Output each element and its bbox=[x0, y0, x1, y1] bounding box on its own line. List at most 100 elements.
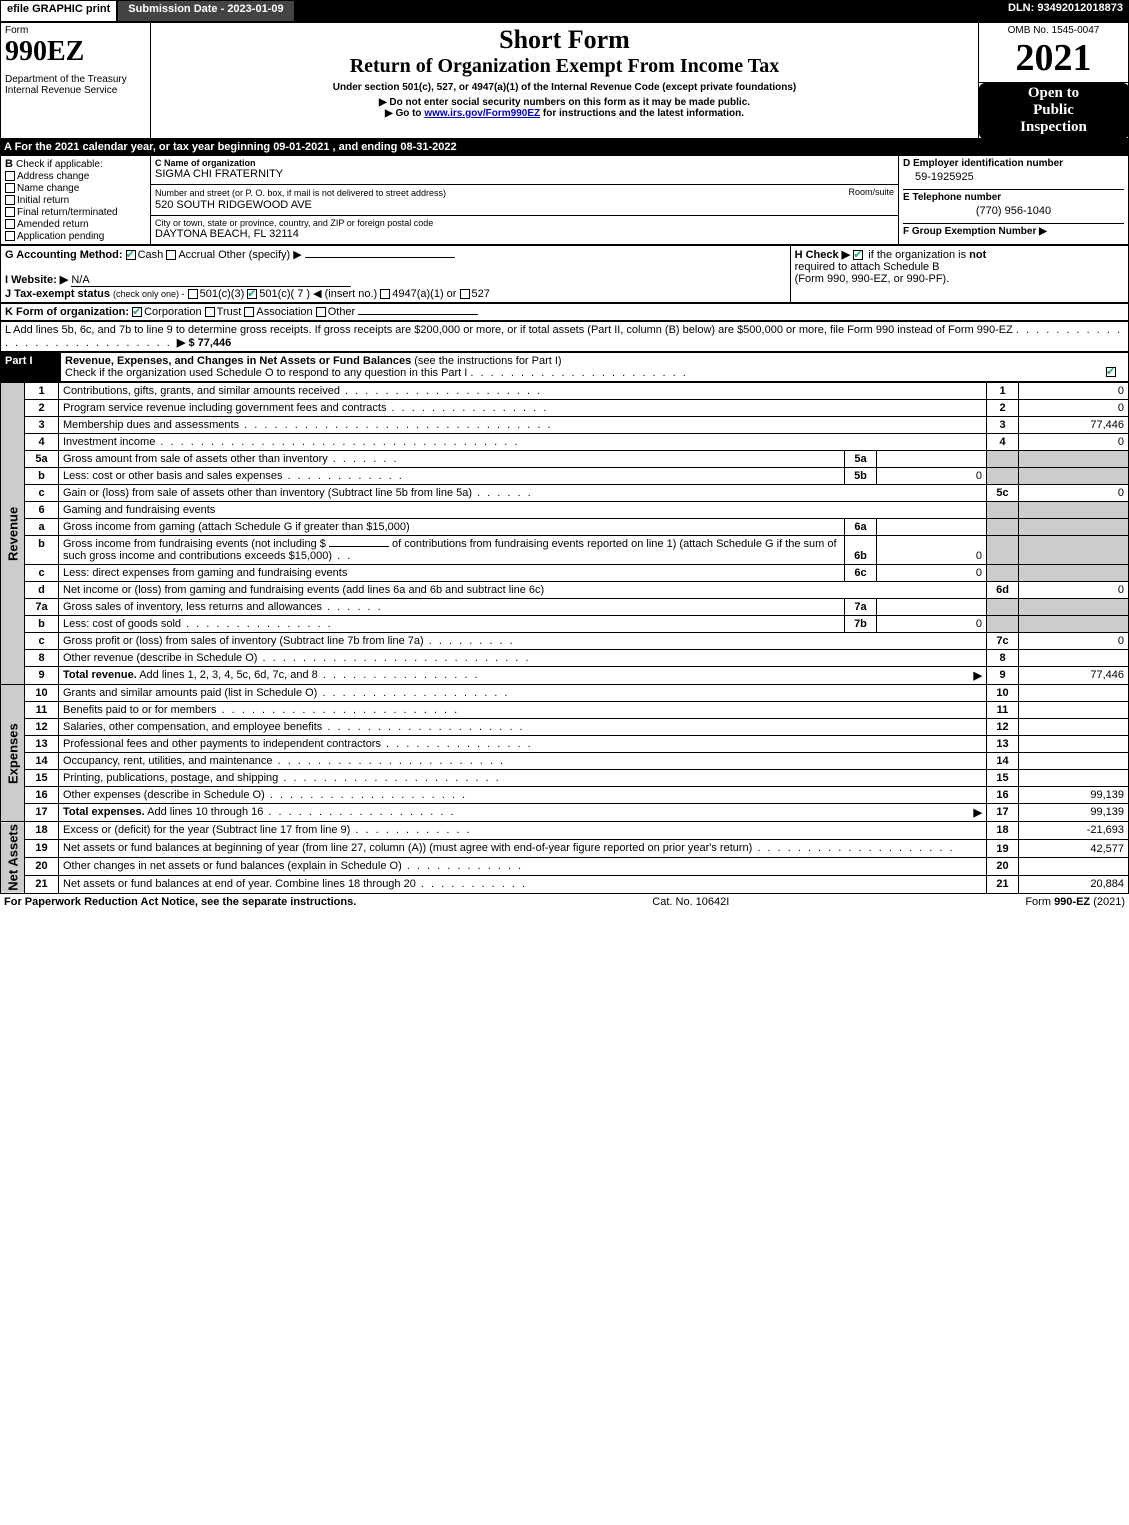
line-6c-subval: 0 bbox=[876, 565, 986, 582]
line-14-id: 14 bbox=[987, 753, 1019, 770]
part1-hint: (see the instructions for Part I) bbox=[414, 355, 561, 367]
other-specify-input[interactable] bbox=[305, 257, 455, 258]
line-6a-num: a bbox=[25, 519, 59, 536]
section-a: A For the 2021 calendar year, or tax yea… bbox=[0, 139, 1129, 155]
line-6a-val-shade bbox=[1019, 519, 1129, 536]
top-bar: efile GRAPHIC print Submission Date - 20… bbox=[0, 0, 1129, 22]
4947-label: 4947(a)(1) or bbox=[392, 288, 456, 300]
line-19-val: 42,577 bbox=[1019, 839, 1129, 857]
line-10-id: 10 bbox=[987, 685, 1019, 702]
amended-return-checkbox[interactable] bbox=[5, 219, 15, 229]
other-org-input[interactable] bbox=[358, 314, 478, 315]
line-6b-num: b bbox=[25, 536, 59, 565]
line-6b-id-shade bbox=[987, 536, 1019, 565]
line-20-num: 20 bbox=[25, 857, 59, 875]
line-2-desc: Program service revenue including govern… bbox=[59, 400, 987, 417]
footer-right: Form 990-EZ (2021) bbox=[1025, 896, 1125, 908]
line-5b-subval: 0 bbox=[876, 468, 986, 485]
accrual-label: Accrual bbox=[178, 249, 215, 261]
line-14-desc: Occupancy, rent, utilities, and maintena… bbox=[59, 753, 987, 770]
line-2-num: 2 bbox=[25, 400, 59, 417]
6b-input[interactable] bbox=[329, 546, 389, 547]
line-13-desc: Professional fees and other payments to … bbox=[59, 736, 987, 753]
addr-change-checkbox[interactable] bbox=[5, 171, 15, 181]
4947-checkbox[interactable] bbox=[380, 289, 390, 299]
501c3-label: 501(c)(3) bbox=[200, 288, 245, 300]
street-label: Number and street (or P. O. box, if mail… bbox=[155, 188, 446, 198]
line-j-hint: (check only one) - bbox=[113, 289, 185, 299]
app-pending-checkbox[interactable] bbox=[5, 231, 15, 241]
line-12-id: 12 bbox=[987, 719, 1019, 736]
accrual-checkbox[interactable] bbox=[166, 250, 176, 260]
part1-title: Revenue, Expenses, and Changes in Net As… bbox=[65, 355, 411, 367]
line-15-desc: Printing, publications, postage, and shi… bbox=[59, 770, 987, 787]
initial-return-checkbox[interactable] bbox=[5, 195, 15, 205]
box-c-label: C Name of organization bbox=[155, 158, 894, 168]
line-6c-desc: Less: direct expenses from gaming and fu… bbox=[59, 565, 845, 582]
line-8-desc: Other revenue (describe in Schedule O) .… bbox=[59, 650, 987, 667]
line-11-val bbox=[1019, 702, 1129, 719]
line-20-id: 20 bbox=[987, 857, 1019, 875]
corp-checkbox[interactable] bbox=[132, 307, 142, 317]
line-16-desc: Other expenses (describe in Schedule O) … bbox=[59, 787, 987, 804]
line-14-num: 14 bbox=[25, 753, 59, 770]
line-l-text: L Add lines 5b, 6c, and 7b to line 9 to … bbox=[5, 324, 1013, 336]
under-section: Under section 501(c), 527, or 4947(a)(1)… bbox=[155, 82, 974, 93]
line-6c-id-shade bbox=[987, 565, 1019, 582]
line-l-value: ▶ $ 77,446 bbox=[177, 337, 231, 349]
line-7b-num: b bbox=[25, 616, 59, 633]
netassets-section-label: Net Assets bbox=[1, 822, 25, 894]
revenue-section-label: Revenue bbox=[1, 383, 25, 685]
line-6d-desc: Net income or (loss) from gaming and fun… bbox=[59, 582, 987, 599]
501c3-checkbox[interactable] bbox=[188, 289, 198, 299]
line-7a-id-shade bbox=[987, 599, 1019, 616]
line-k-label: K Form of organization: bbox=[5, 306, 129, 318]
phone-value: (770) 956-1040 bbox=[903, 203, 1124, 223]
footer-left: For Paperwork Reduction Act Notice, see … bbox=[4, 896, 356, 908]
tax-year: 2021 bbox=[983, 36, 1124, 80]
goto-tail: for instructions and the latest informat… bbox=[540, 108, 744, 119]
line-2-val: 0 bbox=[1019, 400, 1129, 417]
trust-checkbox[interactable] bbox=[205, 307, 215, 317]
identity-grid: B Check if applicable: Address change Na… bbox=[0, 155, 1129, 245]
line-6d-num: d bbox=[25, 582, 59, 599]
other-org-checkbox[interactable] bbox=[316, 307, 326, 317]
box-b-letter: B bbox=[5, 158, 13, 170]
addr-change-label: Address change bbox=[17, 171, 89, 182]
527-label: 527 bbox=[472, 288, 490, 300]
goto-link[interactable]: www.irs.gov/Form990EZ bbox=[424, 108, 540, 119]
501c-checkbox[interactable] bbox=[247, 289, 257, 299]
line-4-val: 0 bbox=[1019, 434, 1129, 451]
efile-label: efile GRAPHIC print bbox=[0, 0, 117, 22]
line-i-label: I Website: ▶ bbox=[5, 274, 68, 286]
line-5a-num: 5a bbox=[25, 451, 59, 468]
goto-prefix: ▶ Go to bbox=[385, 108, 424, 119]
line-4-num: 4 bbox=[25, 434, 59, 451]
527-checkbox[interactable] bbox=[460, 289, 470, 299]
line-7c-val: 0 bbox=[1019, 633, 1129, 650]
line-12-desc: Salaries, other compensation, and employ… bbox=[59, 719, 987, 736]
line-5c-id: 5c bbox=[987, 485, 1019, 502]
org-name: SIGMA CHI FRATERNITY bbox=[155, 168, 894, 180]
cash-checkbox[interactable] bbox=[126, 250, 136, 260]
box-d-label: D Employer identification number bbox=[903, 158, 1124, 169]
line-4-id: 4 bbox=[987, 434, 1019, 451]
line-7c-id: 7c bbox=[987, 633, 1019, 650]
line-21-desc: Net assets or fund balances at end of ye… bbox=[59, 875, 987, 893]
assoc-checkbox[interactable] bbox=[244, 307, 254, 317]
line-g-label: G Accounting Method: bbox=[5, 249, 123, 261]
app-pending-label: Application pending bbox=[17, 231, 104, 242]
line-9-val: 77,446 bbox=[1019, 667, 1129, 685]
schedule-b-checkbox[interactable] bbox=[853, 250, 863, 260]
line-1-val: 0 bbox=[1019, 383, 1129, 400]
line-6c-sublabel: 6c bbox=[844, 565, 876, 582]
line-13-num: 13 bbox=[25, 736, 59, 753]
name-change-checkbox[interactable] bbox=[5, 183, 15, 193]
line-5b-val-shade bbox=[1019, 468, 1129, 485]
part1-label: Part I bbox=[1, 353, 61, 382]
line-5c-desc: Gain or (loss) from sale of assets other… bbox=[59, 485, 987, 502]
501c-label: 501(c)( 7 ) ◀ (insert no.) bbox=[259, 288, 377, 300]
schedule-o-checkbox[interactable] bbox=[1106, 367, 1116, 377]
line-5a-desc: Gross amount from sale of assets other t… bbox=[59, 451, 845, 468]
final-return-checkbox[interactable] bbox=[5, 207, 15, 217]
